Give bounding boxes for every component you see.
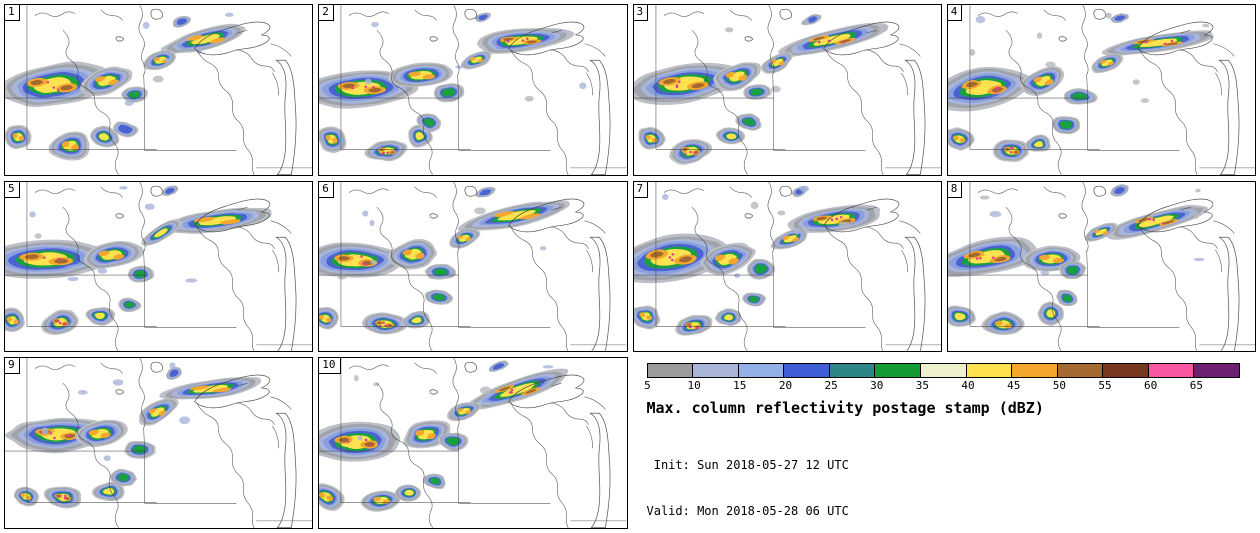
- ensemble-member-panel: 3: [632, 4, 942, 176]
- colorbar-tick-label: 60: [1144, 379, 1158, 393]
- reflectivity-map: [319, 5, 627, 175]
- reflectivity-map: [947, 5, 1255, 175]
- panel-number: 5: [5, 181, 20, 198]
- colorbar-tick-label: 65: [1189, 379, 1203, 393]
- colorbar-tick-label: 10: [687, 379, 701, 393]
- reflectivity-colorbar: [646, 363, 1240, 379]
- ensemble-member-panel: 2: [318, 4, 628, 176]
- panel-number: 7: [633, 181, 649, 198]
- ensemble-member-panel: 10: [318, 357, 628, 529]
- reflectivity-map: [5, 358, 313, 528]
- legend-title: Max. column reflectivity postage stamp (…: [646, 399, 1044, 418]
- colorbar-segment: [1012, 364, 1058, 378]
- ensemble-member-panel: 1: [4, 4, 314, 176]
- colorbar-tick-label: 35: [915, 379, 930, 393]
- reflectivity-map: [633, 5, 941, 175]
- colorbar-segment: [784, 364, 830, 378]
- colorbar-segment: [1057, 364, 1104, 378]
- colorbar-tick-label: 5: [644, 379, 651, 393]
- colorbar-tick-label: 55: [1098, 379, 1112, 393]
- valid-time-label: Valid: Mon 2018-05-28 06 UTC: [646, 504, 849, 519]
- panel-number: 6: [319, 181, 334, 198]
- legend-block: 5 10 15 20 25 30 35 40 45 50 55 60 65 Max. column re…: [632, 357, 1256, 529]
- colorbar-segment: [1148, 364, 1195, 378]
- colorbar-segment: [920, 364, 967, 378]
- reflectivity-map: [319, 358, 627, 528]
- reflectivity-map: [319, 181, 627, 352]
- reflectivity-map: [5, 5, 313, 175]
- init-time-label: Init: Sun 2018-05-27 12 UTC: [646, 457, 849, 472]
- ensemble-member-panel: 4: [946, 4, 1256, 176]
- panel-number: 8: [947, 181, 963, 198]
- colorbar-tick-label: 45: [1007, 379, 1021, 393]
- ensemble-member-panel: 9: [4, 357, 314, 529]
- colorbar-segment: [829, 364, 876, 378]
- reflectivity-map: [633, 181, 941, 352]
- panel-number: 9: [5, 358, 20, 375]
- colorbar-ticks: 5 10 15 20 25 30 35 40 45 50 55 60 65: [644, 379, 1241, 393]
- ensemble-member-panel: 7: [632, 180, 942, 353]
- ensemble-member-panel: 5: [4, 180, 314, 353]
- colorbar-segment: [1194, 364, 1240, 378]
- colorbar-tick-label: 25: [824, 379, 838, 393]
- reflectivity-map: [947, 181, 1255, 352]
- colorbar-segment: [647, 364, 694, 378]
- reflectivity-map: [5, 181, 313, 352]
- panel-number: 1: [5, 5, 20, 21]
- panel-number: 10: [319, 358, 341, 375]
- colorbar-tick-label: 50: [1052, 379, 1066, 393]
- colorbar-tick-label: 20: [778, 379, 793, 393]
- colorbar-tick-label: 15: [733, 379, 747, 393]
- colorbar-segment: [738, 364, 785, 378]
- panel-number: 3: [633, 5, 649, 21]
- colorbar-tick-label: 40: [961, 379, 975, 393]
- colorbar-segment: [966, 364, 1013, 378]
- ensemble-member-panel: 6: [318, 180, 628, 353]
- colorbar-segment: [875, 364, 921, 378]
- colorbar-segment: [1103, 364, 1149, 378]
- colorbar-tick-label: 30: [870, 379, 884, 393]
- panel-number: 4: [947, 5, 963, 21]
- ensemble-member-panel: 8: [946, 180, 1256, 353]
- panel-number: 2: [319, 5, 334, 21]
- colorbar-segment: [693, 364, 739, 378]
